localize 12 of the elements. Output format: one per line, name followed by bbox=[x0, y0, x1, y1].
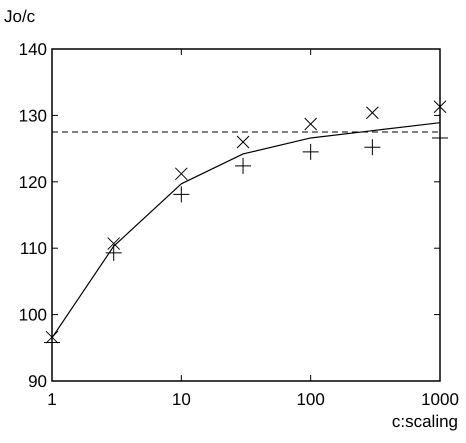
y-axis-title: Jo/c bbox=[4, 7, 36, 26]
x-tick-label: 1000 bbox=[421, 390, 459, 409]
y-tick-label: 140 bbox=[18, 40, 47, 59]
y-tick-label: 110 bbox=[20, 239, 47, 258]
y-tick-label: 90 bbox=[28, 372, 47, 391]
x-tick-label: 10 bbox=[172, 390, 191, 409]
y-tick-label: 130 bbox=[18, 106, 47, 126]
y-tick-label: 100 bbox=[18, 306, 47, 325]
x-axis-title: c:scaling bbox=[392, 412, 458, 431]
x-tick-label: 1 bbox=[47, 390, 57, 409]
y-tick-label: 120 bbox=[18, 172, 47, 192]
x-tick-label: 100 bbox=[296, 390, 325, 409]
